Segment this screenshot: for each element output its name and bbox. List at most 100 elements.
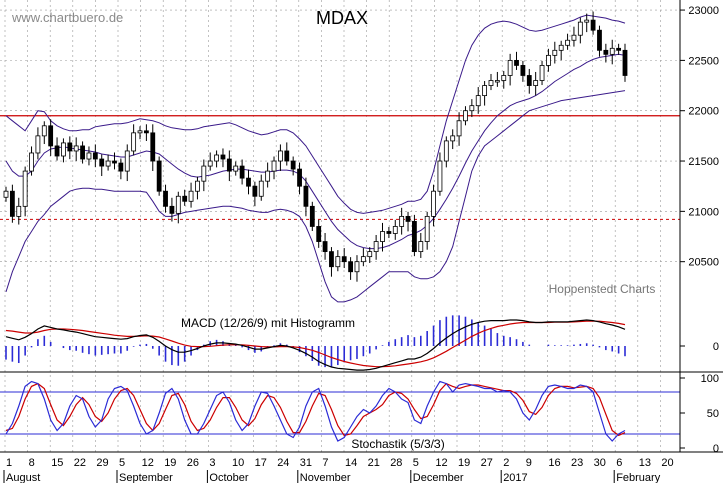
grid <box>0 0 680 452</box>
candle-body <box>399 215 405 227</box>
candle-body <box>233 165 239 172</box>
stoch-k-line <box>5 380 626 442</box>
candle-body <box>150 132 156 162</box>
x-tick-label: 28 <box>390 457 402 469</box>
x-tick-label: 23 <box>571 457 583 469</box>
candle-body <box>482 85 488 97</box>
x-tick-label: 8 <box>29 457 35 469</box>
candle-body <box>86 152 92 160</box>
candle-body <box>354 261 360 273</box>
candle-body <box>322 241 328 253</box>
stoch-tick-label: 0 <box>713 443 719 455</box>
month-label: October <box>209 472 248 483</box>
candle-body <box>443 140 449 162</box>
candle-body <box>616 47 622 51</box>
x-tick-label: 30 <box>594 457 606 469</box>
candle-body <box>67 142 73 152</box>
x-tick-label: 27 <box>481 457 493 469</box>
candle-body <box>450 135 456 142</box>
stoch-tick-label: 50 <box>707 408 719 420</box>
month-label: November <box>300 472 351 483</box>
price-tick-label: 22500 <box>688 55 719 67</box>
candle-body <box>469 105 475 112</box>
candle-body <box>514 59 519 66</box>
x-tick-label: 7 <box>322 457 328 469</box>
candle-body <box>405 215 411 222</box>
watermark: www.chartbuero.de <box>11 10 123 25</box>
month-label: December <box>413 472 464 483</box>
bollinger-middle-band <box>5 53 626 250</box>
candle-body <box>348 261 353 273</box>
macd-panel <box>5 315 626 371</box>
chart-title: MDAX <box>316 8 368 28</box>
candle-body <box>609 47 615 55</box>
candle-body <box>258 180 264 197</box>
candle-body <box>118 162 124 172</box>
price-tick-label: 23000 <box>688 5 719 17</box>
x-tick-label: 19 <box>164 457 176 469</box>
candle-body <box>99 158 105 167</box>
candle-body <box>373 241 379 253</box>
candle-body <box>297 168 302 187</box>
candle-body <box>494 80 500 83</box>
stochastic-panel <box>0 380 680 442</box>
candle-body <box>501 75 507 81</box>
x-tick-label: 21 <box>368 457 380 469</box>
credit-label: Hoppenstedt Charts <box>549 282 656 296</box>
candle-body <box>265 170 271 182</box>
candle-body <box>412 221 417 253</box>
candle-body <box>61 142 66 157</box>
candle-body <box>9 190 15 217</box>
candle-body <box>3 190 9 198</box>
candle-body <box>246 177 251 187</box>
x-tick-label: 12 <box>142 457 154 469</box>
candle-body <box>156 160 162 192</box>
candle-body <box>475 95 481 107</box>
x-tick-label: 15 <box>51 457 63 469</box>
candle-body <box>597 29 602 51</box>
candle-body <box>143 130 149 134</box>
candle-body <box>188 190 194 202</box>
x-tick-label: 19 <box>458 457 470 469</box>
candle-body <box>278 150 283 162</box>
x-tick-label: 3 <box>209 457 215 469</box>
candle-body <box>169 205 175 214</box>
candle-body <box>367 251 373 258</box>
candle-body <box>552 49 558 56</box>
candle-body <box>386 231 392 234</box>
month-label: September <box>119 472 173 483</box>
x-tick-label: 26 <box>187 457 199 469</box>
candle-body <box>539 65 545 81</box>
candle-body <box>195 180 200 192</box>
candle-body <box>22 170 28 207</box>
x-tick-label: 14 <box>345 457 357 469</box>
x-tick-label: 29 <box>96 457 108 469</box>
candle-body <box>424 215 430 242</box>
candle-body <box>584 19 590 23</box>
candle-body <box>431 190 436 217</box>
candle-body <box>54 145 60 157</box>
x-tick-label: 12 <box>435 457 447 469</box>
candle-body <box>603 49 609 55</box>
candle-body <box>329 251 334 268</box>
x-tick-label: 6 <box>616 457 622 469</box>
candle-body <box>182 195 188 202</box>
x-tick-label: 5 <box>119 457 125 469</box>
macd-line <box>5 319 626 371</box>
candle-body <box>175 195 181 214</box>
candle-body <box>220 154 226 160</box>
x-tick-label: 10 <box>232 457 244 469</box>
candle-body <box>105 160 111 167</box>
month-label: 2017 <box>503 472 527 483</box>
candle-body <box>303 185 309 207</box>
candle-body <box>533 80 539 86</box>
candle-body <box>92 152 98 160</box>
candle-body <box>35 135 41 154</box>
candle-body <box>80 145 85 160</box>
macd-label: MACD (12/26/9) mit Histogramm <box>181 316 355 330</box>
candle-body <box>29 152 34 172</box>
candle-body <box>137 130 143 134</box>
price-tick-label: 20500 <box>688 257 719 269</box>
